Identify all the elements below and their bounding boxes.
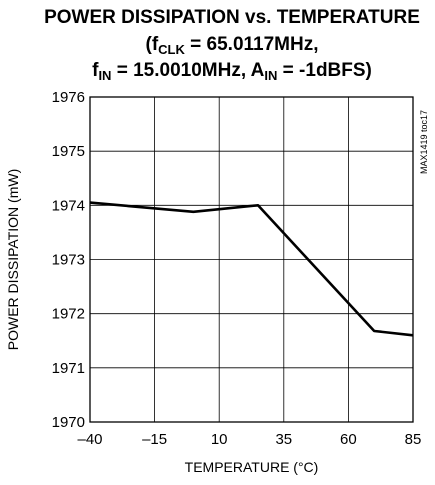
- title-line2-suffix: = 65.0117MHz,: [185, 34, 319, 55]
- title-line3-b-subscript: IN: [264, 68, 277, 83]
- x-tick-label: 35: [275, 431, 292, 448]
- title-line2-subscript: CLK: [158, 42, 185, 57]
- figure-code: MAX1419 toc17: [419, 110, 429, 174]
- x-axis-label: TEMPERATURE (°C): [185, 459, 319, 475]
- title-line2-prefix: (f: [146, 34, 159, 55]
- y-axis-label: POWER DISSIPATION (mW): [5, 169, 21, 350]
- title-line3-a: f: [92, 60, 99, 81]
- x-tick-label: 10: [211, 431, 228, 448]
- y-tick-labels: 1970 1971 1972 1973 1974 1975 1976: [52, 89, 85, 431]
- grid-lines: [90, 97, 413, 422]
- x-tick-labels: –40 –15 10 35 60 85: [77, 431, 421, 448]
- chart-title-line2: (fCLK = 65.0117MHz,: [146, 34, 319, 57]
- x-tick-label: –15: [142, 431, 167, 448]
- y-tick-label: 1970: [52, 414, 85, 431]
- y-tick-label: 1971: [52, 360, 85, 377]
- y-tick-label: 1972: [52, 306, 85, 323]
- y-tick-label: 1974: [52, 197, 85, 214]
- y-tick-label: 1975: [52, 143, 85, 160]
- x-tick-label: 60: [340, 431, 357, 448]
- x-tick-label: –40: [77, 431, 102, 448]
- chart-title-line3: fIN = 15.0010MHz, AIN = -1dBFS): [92, 60, 372, 83]
- plot-frame: [89, 96, 414, 423]
- y-tick-label: 1973: [52, 252, 85, 269]
- series-group: [89, 201, 414, 337]
- title-line3-b: = 15.0010MHz, A: [111, 60, 264, 81]
- series-line: [89, 201, 414, 337]
- title-line3-a-subscript: IN: [98, 68, 111, 83]
- x-tick-label: 85: [405, 431, 422, 448]
- title-line3-c: = -1dBFS): [277, 60, 371, 81]
- chart-title-line1: POWER DISSIPATION vs. TEMPERATURE: [44, 7, 420, 28]
- y-tick-label: 1976: [52, 89, 85, 106]
